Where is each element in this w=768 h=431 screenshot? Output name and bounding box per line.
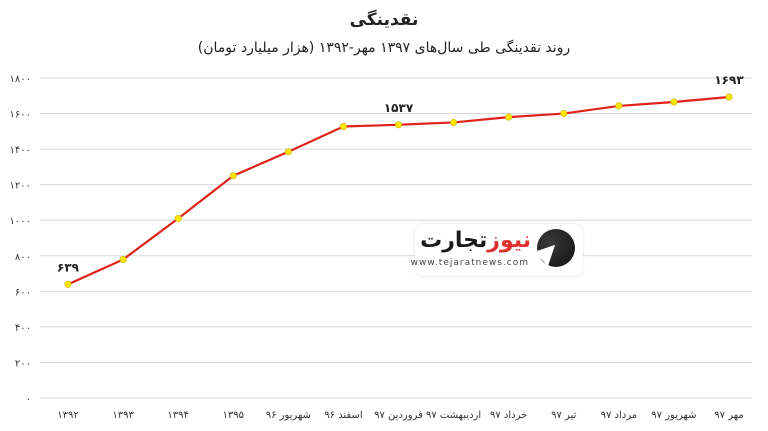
x-tick-label: ۱۳۹۵ bbox=[223, 410, 244, 421]
data-point bbox=[560, 110, 568, 118]
data-point bbox=[229, 172, 237, 180]
x-tick-label: اردیبهشت ۹۷ bbox=[426, 410, 481, 421]
y-tick-label: ۰ bbox=[26, 394, 31, 405]
y-tick-label: ۲۰۰ bbox=[15, 358, 31, 369]
y-tick-label: ۱۴۰۰ bbox=[10, 145, 31, 156]
data-point bbox=[505, 113, 513, 121]
data-label: ۱۵۳۷ bbox=[384, 101, 414, 115]
watermark-logo: نیوزتجارت www.tejaratnews.com bbox=[411, 224, 583, 276]
chart-title: نقدینگی bbox=[349, 10, 419, 30]
data-point bbox=[119, 256, 127, 264]
y-tick-label: ۱۶۰۰ bbox=[10, 110, 31, 121]
x-tick-label: شهریور ۹۷ bbox=[651, 410, 696, 421]
x-tick-label: خرداد ۹۷ bbox=[490, 410, 527, 421]
y-tick-label: ۱۸۰۰ bbox=[10, 74, 31, 85]
data-point bbox=[394, 121, 402, 129]
x-tick-label: فروردین ۹۷ bbox=[374, 410, 423, 421]
chart-subtitle: روند نقدینگی طی سال‌های ۱۳۹۷ مهر-۱۳۹۲ (ه… bbox=[197, 40, 571, 56]
x-tick-label: ۱۳۹۴ bbox=[167, 410, 188, 421]
watermark-brand: نیوزتجارت bbox=[420, 228, 531, 253]
data-label: ۱۶۹۳ bbox=[714, 73, 744, 87]
y-tick-label: ۴۰۰ bbox=[15, 323, 31, 334]
watermark-url: www.tejaratnews.com bbox=[410, 258, 529, 268]
data-point bbox=[670, 98, 678, 106]
x-tick-label: تیر ۹۷ bbox=[551, 410, 576, 421]
x-tick-label: اسفند ۹۶ bbox=[324, 410, 362, 421]
y-tick-label: ۶۰۰ bbox=[15, 287, 31, 298]
y-tick-label: ۱۰۰۰ bbox=[10, 216, 31, 227]
data-point bbox=[174, 214, 182, 222]
data-point bbox=[339, 123, 347, 131]
x-tick-label: مرداد ۹۷ bbox=[601, 410, 638, 421]
x-tick-label: شهریور ۹۶ bbox=[266, 410, 311, 421]
data-point bbox=[64, 280, 72, 288]
x-tick-label: مهر ۹۷ bbox=[714, 410, 743, 421]
y-tick-label: ۸۰۰ bbox=[15, 252, 31, 263]
logo-arrow-icon bbox=[533, 229, 575, 267]
data-point bbox=[284, 148, 292, 156]
data-point bbox=[725, 93, 733, 101]
data-point bbox=[450, 118, 458, 126]
data-point bbox=[615, 102, 623, 110]
x-tick-label: ۱۳۹۳ bbox=[112, 410, 134, 421]
x-tick-label: ۱۳۹۲ bbox=[57, 410, 78, 421]
y-tick-label: ۱۲۰۰ bbox=[10, 181, 31, 192]
data-label: ۶۳۹ bbox=[57, 260, 80, 274]
